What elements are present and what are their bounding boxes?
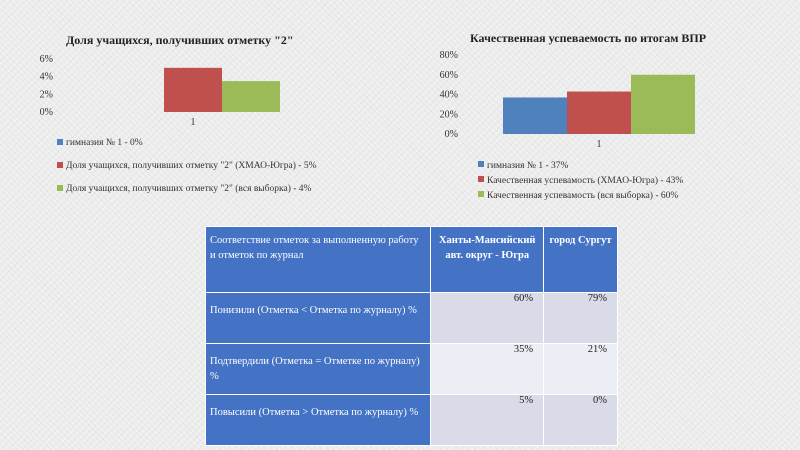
chart1-x-tick-label: 1 bbox=[191, 117, 196, 128]
table-cell: 35% bbox=[430, 343, 545, 395]
chart2-y-tick-label: 0% bbox=[445, 129, 458, 140]
table-cell: 0% bbox=[543, 394, 618, 446]
chart1-legend-item: гимназия № 1 - 0% bbox=[57, 137, 327, 149]
comparison-table: Соответствие отметок за выполненную рабо… bbox=[204, 226, 618, 446]
table-cell: 21% bbox=[543, 343, 618, 395]
table-row: Подтвердили (Отметка = Отметке по журнал… bbox=[204, 343, 618, 395]
chart1-y-tick-label: 4% bbox=[40, 72, 53, 83]
legend-swatch-icon bbox=[478, 191, 484, 197]
chart2-bar bbox=[503, 97, 567, 134]
table-cell: 5% bbox=[430, 394, 545, 446]
chart1-bar bbox=[164, 67, 222, 112]
table-header-row: Соответствие отметок за выполненную рабо… bbox=[204, 226, 618, 293]
table-header-cell: Ханты-Мансийский авт. округ - Югра bbox=[430, 226, 545, 293]
legend-swatch-icon bbox=[57, 162, 63, 168]
table-row: Понизили (Отметка < Отметка по журналу) … bbox=[204, 292, 618, 344]
legend-label: Доля учащихся, получивших отметку "2" (Х… bbox=[66, 161, 317, 171]
chart2-legend-item: гимназия № 1 - 37% bbox=[478, 159, 768, 174]
table-row: Повысили (Отметка > Отметка по журналу) … bbox=[204, 394, 618, 446]
legend-swatch-icon bbox=[57, 139, 63, 145]
chart1-title: Доля учащихся, получивших отметку "2" bbox=[66, 33, 294, 47]
legend-label: гимназия № 1 - 37% bbox=[487, 161, 569, 171]
legend-label: Качественная успевамость (вся выборка) -… bbox=[487, 191, 679, 201]
table-cell: 79% bbox=[543, 292, 618, 344]
table-row-label: Понизили (Отметка < Отметка по журналу) … bbox=[204, 292, 432, 344]
chart2-bar bbox=[631, 74, 695, 134]
legend-label: гимназия № 1 - 0% bbox=[66, 138, 143, 148]
chart1-legend: гимназия № 1 - 0% Доля учащихся, получивш… bbox=[57, 137, 327, 195]
legend-swatch-icon bbox=[57, 185, 63, 191]
chart1-legend-item: Доля учащихся, получивших отметку "2" (в… bbox=[57, 183, 327, 195]
chart1-bar bbox=[222, 81, 280, 112]
chart2-bar bbox=[567, 91, 631, 134]
legend-swatch-icon bbox=[478, 176, 484, 182]
chart1-y-tick-label: 0% bbox=[40, 107, 53, 118]
chart2-legend-item: Качественная успевамость (вся выборка) -… bbox=[478, 189, 768, 204]
chart1-y-tick-label: 6% bbox=[40, 54, 53, 65]
table-header-cell: город Сургут bbox=[543, 226, 618, 293]
chart2-y-tick-label: 80% bbox=[440, 50, 458, 61]
chart2-y-tick-label: 60% bbox=[440, 70, 458, 81]
legend-label: Качественная успевамость (ХМАО-Югра) - 4… bbox=[487, 176, 684, 186]
legend-swatch-icon bbox=[478, 161, 484, 167]
chart2-title: Качественная успеваемость по итогам ВПР bbox=[470, 31, 707, 45]
table-header-cell: Соответствие отметок за выполненную рабо… bbox=[204, 226, 432, 293]
chart2-legend: гимназия № 1 - 37% Качественная успевамос… bbox=[478, 159, 768, 204]
table-cell: 60% bbox=[430, 292, 545, 344]
chart2-x-tick-label: 1 bbox=[597, 139, 602, 150]
chart2-y-tick-label: 20% bbox=[440, 109, 458, 120]
chart1-legend-item: Доля учащихся, получивших отметку "2" (Х… bbox=[57, 160, 327, 172]
legend-label: Доля учащихся, получивших отметку "2" (в… bbox=[66, 184, 312, 194]
chart2-legend-item: Качественная успевамость (ХМАО-Югра) - 4… bbox=[478, 174, 768, 189]
chart1-y-tick-label: 2% bbox=[40, 89, 53, 100]
table-row-label: Подтвердили (Отметка = Отметке по журнал… bbox=[204, 343, 432, 395]
table-row-label: Повысили (Отметка > Отметка по журналу) … bbox=[204, 394, 432, 446]
chart2-y-tick-label: 40% bbox=[440, 90, 458, 101]
